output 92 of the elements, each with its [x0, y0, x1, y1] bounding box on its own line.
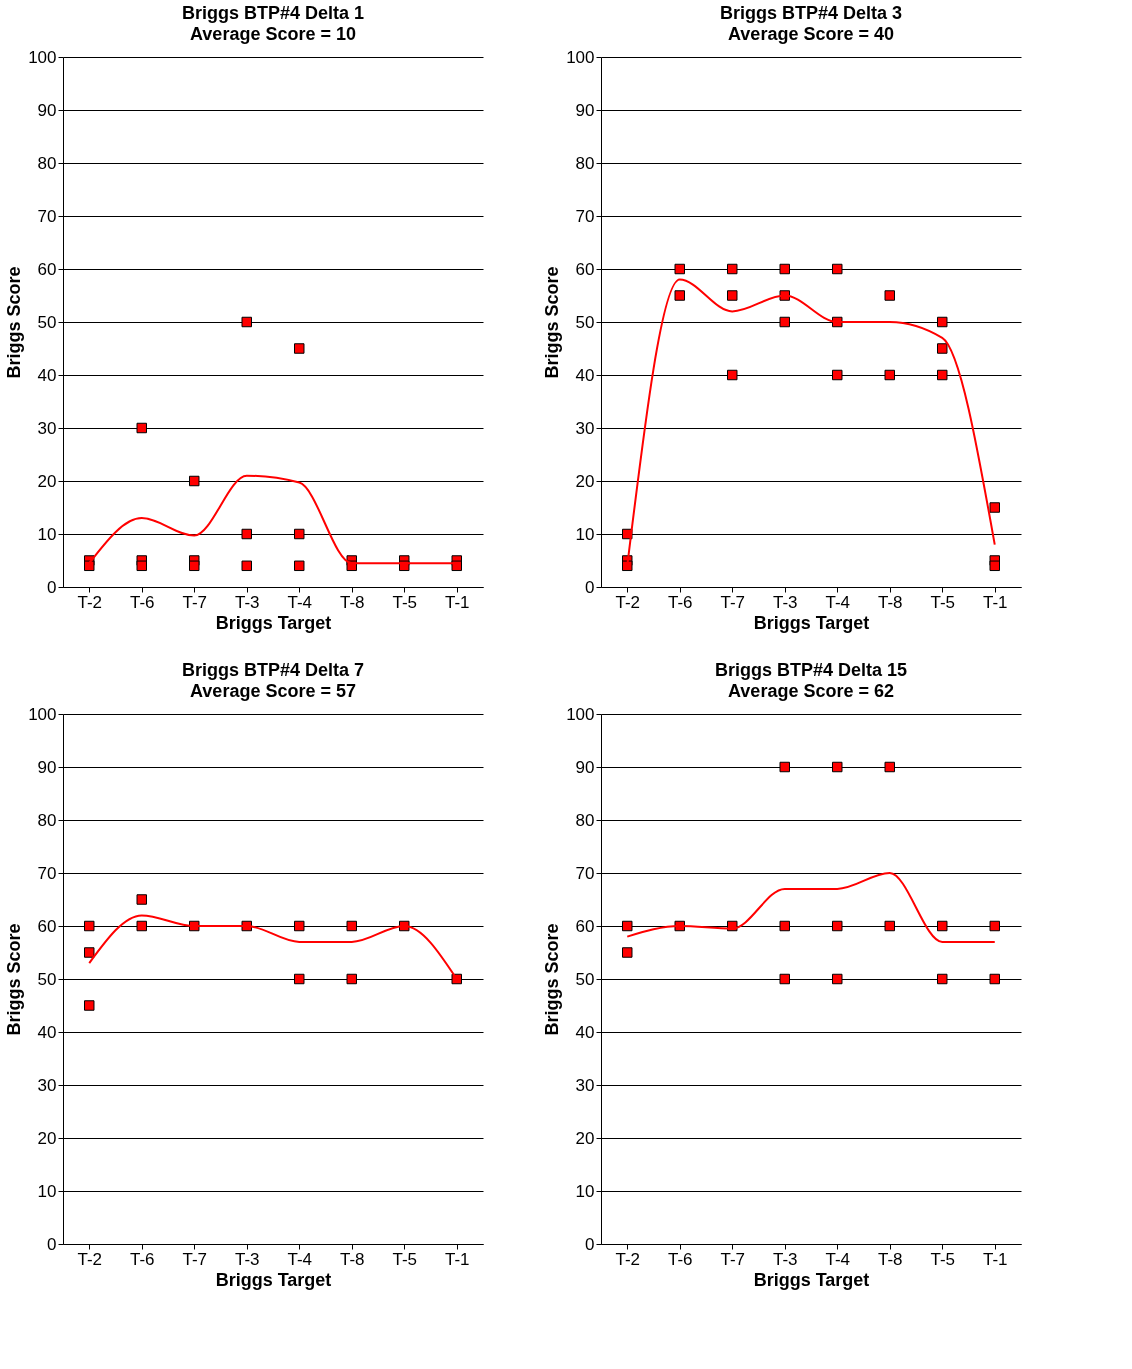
y-tick-label: 50: [37, 312, 57, 332]
x-tick-label: T-4: [287, 592, 313, 612]
y-tick-label: 80: [575, 810, 595, 830]
y-tick-label: 20: [37, 471, 57, 491]
y-axis-title: Briggs Score: [542, 266, 563, 379]
y-tick-label: 0: [47, 1234, 57, 1254]
x-tick-label: T-1: [982, 1249, 1008, 1269]
x-tick-label: T-1: [444, 592, 470, 612]
chart-title: Briggs BTP#4 Delta 3: [719, 3, 903, 23]
y-tick-label: 80: [575, 153, 595, 173]
y-tick-label: 40: [37, 365, 57, 385]
y-tick-label: 40: [37, 1022, 57, 1042]
y-tick-label: 70: [575, 206, 595, 226]
x-tick-label: T-3: [772, 592, 798, 612]
y-tick-label: 50: [575, 969, 595, 989]
y-tick-label: 100: [28, 704, 57, 724]
chart-subtitle: Average Score = 57: [190, 681, 356, 701]
x-tick-label: T-8: [339, 592, 365, 612]
chart-title: Briggs BTP#4 Delta 1: [181, 3, 365, 23]
chart-title: Briggs BTP#4 Delta 7: [181, 660, 365, 680]
x-tick-label: T-4: [825, 1249, 851, 1269]
x-tick-label: T-7: [182, 592, 208, 612]
y-tick-label: 40: [575, 365, 595, 385]
y-tick-label: 80: [37, 810, 57, 830]
y-tick-label: 60: [575, 259, 595, 279]
y-tick-label: 0: [585, 577, 595, 597]
y-tick-label: 20: [37, 1128, 57, 1148]
x-axis-title: Briggs Target: [215, 1269, 332, 1290]
x-axis-title: Briggs Target: [215, 612, 332, 633]
y-tick-label: 20: [575, 1128, 595, 1148]
x-tick-label: T-5: [392, 1249, 418, 1269]
y-tick-label: 30: [575, 418, 595, 438]
y-tick-label: 0: [585, 1234, 595, 1254]
y-tick-label: 60: [37, 916, 57, 936]
y-tick-label: 30: [37, 418, 57, 438]
y-tick-label: 90: [575, 757, 595, 777]
y-tick-label: 70: [37, 206, 57, 226]
y-tick-label: 30: [575, 1075, 595, 1095]
x-tick-label: T-8: [877, 592, 903, 612]
x-tick-label: T-4: [825, 592, 851, 612]
y-tick-label: 100: [566, 47, 595, 67]
x-tick-label: T-1: [982, 592, 1008, 612]
x-tick-label: T-6: [129, 1249, 155, 1269]
y-tick-label: 100: [28, 47, 57, 67]
y-axis-title: Briggs Score: [4, 923, 25, 1036]
y-tick-label: 90: [37, 100, 57, 120]
y-tick-label: 10: [37, 1181, 57, 1201]
x-tick-label: T-6: [667, 1249, 693, 1269]
y-tick-label: 50: [575, 312, 595, 332]
x-tick-label: T-5: [392, 592, 418, 612]
y-tick-label: 70: [37, 863, 57, 883]
x-tick-label: T-7: [720, 592, 746, 612]
x-tick-label: T-2: [615, 592, 641, 612]
y-tick-label: 80: [37, 153, 57, 173]
y-axis-title: Briggs Score: [542, 923, 563, 1036]
y-tick-label: 40: [575, 1022, 595, 1042]
x-tick-label: T-7: [720, 1249, 746, 1269]
y-tick-label: 10: [575, 524, 595, 544]
x-tick-label: T-2: [77, 1249, 103, 1269]
x-tick-label: T-8: [339, 1249, 365, 1269]
x-tick-label: T-3: [234, 592, 260, 612]
x-axis-title: Briggs Target: [753, 612, 870, 633]
chart-subtitle: Average Score = 62: [728, 681, 894, 701]
y-tick-label: 70: [575, 863, 595, 883]
x-tick-label: T-1: [444, 1249, 470, 1269]
x-tick-label: T-2: [77, 592, 103, 612]
x-tick-label: T-5: [930, 592, 956, 612]
x-tick-label: T-2: [615, 1249, 641, 1269]
y-tick-label: 20: [575, 471, 595, 491]
chart-title: Briggs BTP#4 Delta 15: [714, 660, 908, 680]
y-axis-title: Briggs Score: [4, 266, 25, 379]
y-tick-label: 10: [575, 1181, 595, 1201]
x-tick-label: T-4: [287, 1249, 313, 1269]
x-tick-label: T-6: [129, 592, 155, 612]
x-tick-label: T-7: [182, 1249, 208, 1269]
y-tick-label: 10: [37, 524, 57, 544]
y-tick-label: 50: [37, 969, 57, 989]
y-tick-label: 60: [575, 916, 595, 936]
y-tick-label: 0: [47, 577, 57, 597]
y-tick-label: 90: [37, 757, 57, 777]
chart-subtitle: Average Score = 40: [728, 24, 894, 44]
x-tick-label: T-5: [930, 1249, 956, 1269]
chart-subtitle: Average Score = 10: [190, 24, 356, 44]
x-axis-title: Briggs Target: [753, 1269, 870, 1290]
x-tick-label: T-3: [772, 1249, 798, 1269]
x-tick-label: T-3: [234, 1249, 260, 1269]
y-tick-label: 90: [575, 100, 595, 120]
y-tick-label: 100: [566, 704, 595, 724]
y-tick-label: 30: [37, 1075, 57, 1095]
x-tick-label: T-6: [667, 592, 693, 612]
y-tick-label: 60: [37, 259, 57, 279]
x-tick-label: T-8: [877, 1249, 903, 1269]
